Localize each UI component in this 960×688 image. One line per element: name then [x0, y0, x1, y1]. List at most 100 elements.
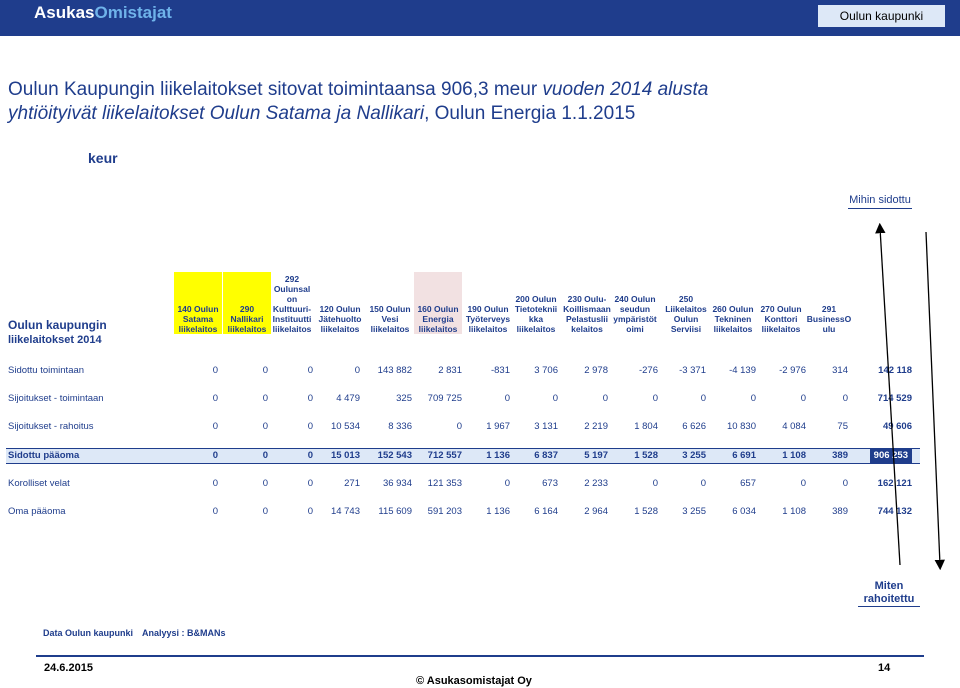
table-cell: 3 255 [682, 506, 706, 517]
table-cell: 6 626 [682, 421, 706, 432]
row-label: Sidottu toimintaan [8, 365, 85, 376]
row-total: 142 118 [878, 365, 912, 376]
table-cell: 0 [307, 365, 313, 376]
table-cell: 8 336 [388, 421, 412, 432]
table-cell: 4 084 [782, 421, 806, 432]
title-line2: yhtiöityivät liikelaitokset Oulun Satama… [8, 103, 425, 124]
row-total: 162 121 [877, 478, 912, 489]
row-label: Sijoitukset - rahoitus [8, 421, 94, 432]
table-cell: 0 [307, 450, 313, 461]
row-total: 49 606 [882, 421, 912, 432]
table-cell: 0 [307, 421, 313, 432]
table-cell: 4 479 [336, 393, 360, 404]
unit-label: keur [88, 150, 118, 166]
table-cell: 0 [552, 393, 558, 404]
table-cell: 115 609 [378, 506, 412, 517]
table-cell: 0 [262, 421, 268, 432]
table-cell: 6 034 [732, 506, 756, 517]
table-cell: 0 [652, 393, 658, 404]
table-row: Sijoitukset - toimintaan 0 0 0 4 479 325 709 7… [6, 392, 920, 406]
column-header: 270 Oulun Konttori liikelaitos [760, 304, 802, 334]
table-cell: 36 934 [382, 478, 412, 489]
table-row: Oma pääoma 0 0 0 14 743 115 609 591 203 1 136 6 … [6, 505, 920, 519]
column-header: 120 Oulun Jätehuolto liikelaitos [318, 304, 362, 334]
column-header: 140 Oulun Satama liikelaitos [174, 272, 222, 334]
table-cell: 1 528 [634, 450, 658, 461]
row-label: Sidottu pääoma [8, 450, 80, 461]
table-cell: 314 [832, 365, 848, 376]
table-cell: 121 353 [427, 478, 462, 489]
mihin-sidottu-label: Mihin sidottu [848, 193, 912, 209]
top-bar: AsukasOmistajat Oulun kaupunki [0, 0, 960, 36]
table-cell: -2 976 [779, 365, 806, 376]
table-cell: 6 837 [534, 450, 558, 461]
table-cell: 0 [262, 393, 268, 404]
miten-rahoitettu-label: Miten rahoitettu [858, 580, 920, 607]
table-cell: 0 [212, 421, 218, 432]
table-cell: 0 [842, 393, 848, 404]
table-cell: 3 706 [534, 365, 558, 376]
row-label: Korolliset velat [8, 478, 70, 489]
table-cell: 0 [212, 478, 218, 489]
table-cell: 0 [307, 478, 313, 489]
table-cell: 1 108 [782, 506, 806, 517]
row-total: 906 253 [869, 448, 912, 464]
table-cell: 2 219 [584, 421, 608, 432]
table-cell: 0 [212, 506, 218, 517]
table-cell: 0 [800, 478, 806, 489]
table-cell: 0 [504, 478, 510, 489]
table-cell: 75 [837, 421, 848, 432]
city-button[interactable]: Oulun kaupunki [817, 4, 946, 28]
table-cell: 2 233 [584, 478, 608, 489]
title-part2: vuoden 2014 alusta [537, 79, 709, 100]
column-header: 290 Nallikari liikelaitos [223, 272, 271, 334]
table-cell: 673 [542, 478, 558, 489]
table-cell: 14 743 [330, 506, 360, 517]
column-header: 150 Oulun Vesi liikelaitos [369, 304, 411, 334]
footer-rule [36, 655, 924, 657]
table-cell: 6 164 [534, 506, 558, 517]
table-cell: -3 371 [679, 365, 706, 376]
table-cell: 0 [750, 393, 756, 404]
table-cell: 2 978 [584, 365, 608, 376]
table-row: Korolliset velat 0 0 0 271 36 934 121 353 0 673 2… [6, 477, 920, 491]
column-header: 291 BusinessO ulu [806, 304, 852, 334]
table-cell: 389 [832, 450, 848, 461]
table-cell: 15 013 [330, 450, 360, 461]
table-cell: 0 [262, 365, 268, 376]
table-cell: 5 197 [584, 450, 608, 461]
title-part1: Oulun Kaupungin liikelaitokset sitovat t… [8, 79, 538, 100]
table-cell: 3 255 [682, 450, 706, 461]
table-cell: -276 [638, 365, 658, 376]
footer-copyright: © Asukasomistajat Oy [416, 675, 532, 687]
column-header: 160 Oulun Energia liikelaitos [414, 272, 462, 334]
table-cell: 10 830 [726, 421, 756, 432]
source-data: Data Oulun kaupunki [43, 628, 134, 638]
row-header-line1: Oulun kaupungin [8, 318, 107, 332]
column-header: 240 Oulun seudun ympäristöt oimi [613, 294, 657, 334]
table-cell: 1 967 [486, 421, 510, 432]
table-cell: 389 [832, 506, 848, 517]
table-cell: 0 [212, 393, 218, 404]
table-cell: 0 [307, 393, 313, 404]
table-cell: 709 725 [427, 393, 462, 404]
table-cell: 591 203 [427, 506, 462, 517]
table-cell: 0 [212, 365, 218, 376]
table-cell: 0 [602, 393, 608, 404]
logo-part1: Asukas [34, 3, 95, 22]
row-header-line2: liikelaitokset 2014 [8, 334, 102, 346]
column-header: 200 Oulun Tietoteknii kka liikelaitos [514, 294, 558, 334]
table-cell: 1 136 [486, 506, 510, 517]
table-cell: 6 691 [732, 450, 756, 461]
table-cell: 0 [354, 365, 360, 376]
table-cell: 0 [456, 421, 462, 432]
table-cell: 0 [700, 393, 706, 404]
table-cell: 712 557 [427, 450, 462, 461]
table-cell: 0 [800, 393, 806, 404]
arrow-down [925, 231, 945, 571]
table-cell: 143 882 [377, 365, 412, 376]
table-cell: 2 964 [584, 506, 608, 517]
table-cell: 152 543 [377, 450, 412, 461]
table-cell: 0 [652, 478, 658, 489]
page-title: Oulun Kaupungin liikelaitokset sitovat t… [8, 78, 948, 126]
